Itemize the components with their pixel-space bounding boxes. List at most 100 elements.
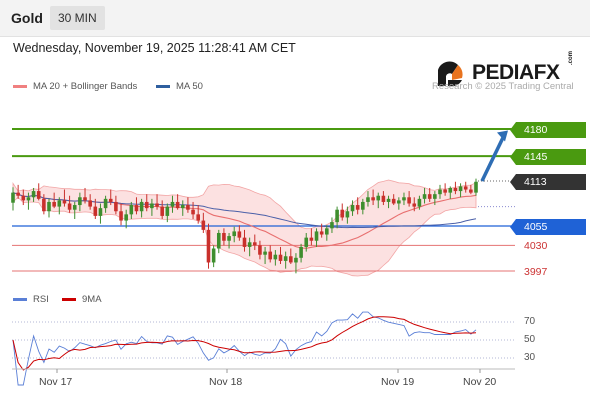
candle xyxy=(21,189,26,206)
candle xyxy=(165,203,170,223)
candle-body xyxy=(26,197,31,201)
candle-body xyxy=(16,192,20,196)
candle-body xyxy=(319,231,324,235)
candle-body xyxy=(62,200,67,204)
candle xyxy=(144,194,149,212)
candle xyxy=(268,245,273,263)
x-tick-label: Nov 19 xyxy=(381,376,415,388)
candle xyxy=(299,243,303,263)
key-levels xyxy=(12,128,515,272)
candle-body xyxy=(366,197,370,202)
logo-text: PEDIAFX xyxy=(472,61,560,84)
candle-body xyxy=(371,197,375,201)
candle-body xyxy=(355,205,360,210)
chart-datetime: Wednesday, November 19, 2025 11:28:41 AM… xyxy=(13,41,296,55)
bollinger-bands xyxy=(12,179,477,277)
candle xyxy=(134,197,139,215)
candle xyxy=(350,200,355,216)
candle xyxy=(42,194,46,215)
candle xyxy=(103,195,108,213)
candle xyxy=(422,187,427,204)
candle xyxy=(57,197,62,215)
candle-body xyxy=(350,205,355,212)
candle xyxy=(294,253,298,274)
candle-body xyxy=(433,194,437,199)
candle-body xyxy=(407,197,411,204)
candle xyxy=(160,200,164,220)
candle xyxy=(258,240,262,260)
candle-body xyxy=(155,203,159,207)
candle xyxy=(186,197,190,213)
candle-body xyxy=(165,206,170,216)
candle-body xyxy=(134,205,139,212)
candle-body xyxy=(222,232,226,241)
candle-body xyxy=(114,201,118,212)
candle xyxy=(417,195,422,210)
candle-body xyxy=(72,205,77,210)
candle xyxy=(355,197,360,215)
top-bar: Gold 30 MIN xyxy=(0,0,590,37)
candle xyxy=(474,178,478,196)
legend-rsi-swatch xyxy=(13,298,27,301)
timeframe-button[interactable]: 30 MIN xyxy=(50,6,105,30)
logo-mark-icon xyxy=(438,61,463,87)
candle-body xyxy=(206,229,211,263)
legend-ma50-swatch xyxy=(156,85,170,88)
candle-body xyxy=(299,246,303,258)
x-tick-label: Nov 20 xyxy=(463,376,497,388)
candle-body xyxy=(170,201,175,207)
candle-body xyxy=(124,214,128,221)
candle-body xyxy=(139,201,144,212)
rsi-line xyxy=(12,311,477,386)
candle-body xyxy=(252,242,257,246)
candle xyxy=(88,194,92,210)
candle xyxy=(381,191,386,206)
candle xyxy=(242,229,247,252)
candle-body xyxy=(443,189,447,193)
candle xyxy=(366,191,370,207)
rsi-panel xyxy=(12,311,515,386)
candle-body xyxy=(191,209,195,215)
candle xyxy=(98,203,103,224)
candle xyxy=(283,251,288,269)
candle-body xyxy=(247,242,252,247)
arrow-shaft xyxy=(480,134,506,182)
candle xyxy=(469,184,473,195)
candle xyxy=(371,189,375,206)
candle xyxy=(72,201,77,220)
candle xyxy=(119,203,123,226)
candle xyxy=(309,228,314,246)
bollinger-band-fill xyxy=(12,179,477,277)
candle xyxy=(448,186,453,199)
candle xyxy=(252,234,257,251)
candle-body xyxy=(361,201,365,210)
candle xyxy=(216,229,221,254)
level-tag-4055: 4055 xyxy=(510,219,586,235)
legend-ma20-swatch xyxy=(13,85,27,88)
legend-rsi: RSI xyxy=(13,294,49,305)
candle xyxy=(361,198,365,215)
candle-body xyxy=(31,191,36,198)
candle-body xyxy=(340,209,345,218)
candle-body xyxy=(103,198,108,209)
candle xyxy=(67,195,72,213)
rsi-level-30: 30 xyxy=(524,352,536,363)
candle-body xyxy=(453,187,458,192)
target-arrow xyxy=(480,130,508,182)
candle-body xyxy=(119,211,123,221)
legend-9ma-label: 9MA xyxy=(82,294,102,305)
candle xyxy=(340,203,345,221)
candle-body xyxy=(11,192,15,203)
level-label-3997: 3997 xyxy=(524,266,548,278)
candle xyxy=(325,225,329,241)
candle xyxy=(407,191,411,207)
candle-body xyxy=(211,248,216,263)
candle-body xyxy=(391,198,396,204)
candle-body xyxy=(263,251,267,255)
level-tag-4180: 4180 xyxy=(510,122,586,138)
candle-body xyxy=(83,197,87,201)
candle xyxy=(93,198,98,220)
candle-body xyxy=(108,198,113,202)
candle-body xyxy=(78,197,82,206)
